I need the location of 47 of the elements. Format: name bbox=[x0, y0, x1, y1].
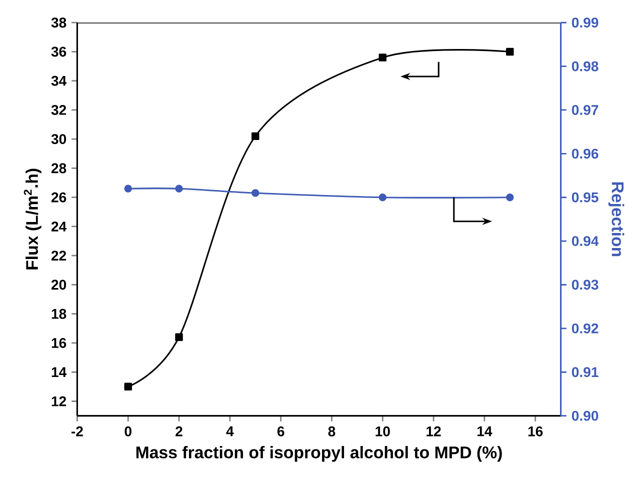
y2-tick-label: 0.92 bbox=[572, 323, 598, 334]
x-tick-label: 10 bbox=[376, 426, 390, 436]
y-axis-title: Flux (L/m$^{2}$.h) bbox=[24, 168, 42, 270]
y-tick-label: 24 bbox=[51, 222, 67, 232]
y2-tick-label: 0.97 bbox=[572, 105, 598, 115]
y-tick-label: 20 bbox=[51, 280, 66, 290]
x-axis-title: Mass fraction of isopropyl alcohol to MPD (%) bbox=[136, 446, 502, 462]
y-tick-label: 28 bbox=[51, 163, 66, 174]
point bbox=[124, 184, 132, 192]
x-tick-label: 2 bbox=[176, 426, 182, 436]
point bbox=[506, 48, 514, 56]
point bbox=[378, 193, 387, 202]
point bbox=[252, 132, 260, 140]
y2-tick-label: 0.95 bbox=[572, 192, 598, 202]
y-tick-label: 14 bbox=[52, 367, 67, 377]
x-tick-label: 12 bbox=[426, 426, 441, 436]
y-tick-label: 26 bbox=[51, 192, 66, 202]
point bbox=[506, 193, 514, 202]
y-tick-label: 36 bbox=[51, 46, 66, 57]
y-tick-label: 34 bbox=[51, 76, 67, 86]
y-tick-label: 16 bbox=[52, 338, 66, 348]
point bbox=[175, 184, 183, 192]
x-tick-label: -2 bbox=[72, 426, 83, 436]
y-tick-label: 12 bbox=[52, 396, 66, 406]
y2-tick-label: 0.91 bbox=[572, 367, 598, 378]
y2-tick-label: 0.96 bbox=[572, 148, 598, 159]
x-tick-label: 16 bbox=[528, 426, 543, 436]
x-tick-label: 4 bbox=[226, 426, 234, 436]
y-tick-label: 22 bbox=[51, 250, 66, 261]
y-tick-label: 18 bbox=[52, 308, 66, 319]
y2-tick-label: 0.94 bbox=[572, 236, 599, 246]
y2-tick-label: 0.99 bbox=[572, 18, 598, 28]
point bbox=[175, 333, 183, 342]
x-tick-label: 6 bbox=[277, 426, 284, 436]
x-tick-label: 8 bbox=[328, 426, 336, 436]
x-tick-label: 0 bbox=[124, 426, 132, 436]
y2-tick-label: 0.93 bbox=[572, 280, 598, 290]
y-tick-label: 30 bbox=[51, 134, 66, 144]
point bbox=[124, 382, 132, 391]
x-tick-label: 14 bbox=[478, 426, 492, 436]
y-tick-label: 38 bbox=[51, 18, 66, 28]
y-tick-label: 32 bbox=[51, 104, 66, 115]
y2-tick-label: 0.90 bbox=[572, 410, 598, 421]
point bbox=[252, 189, 260, 197]
y2-tick-label: 0.98 bbox=[572, 61, 598, 72]
point bbox=[378, 54, 387, 62]
y2-axis-title: Rejection bbox=[608, 182, 624, 256]
